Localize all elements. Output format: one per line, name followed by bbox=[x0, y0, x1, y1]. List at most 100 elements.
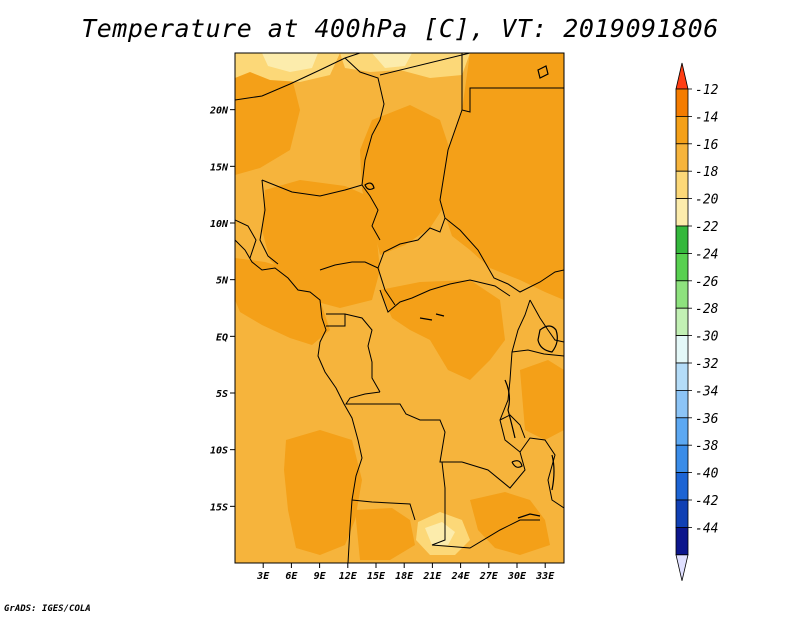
colorbar-top-arrow bbox=[675, 62, 689, 90]
colorbar-label: -26 bbox=[695, 275, 719, 290]
colorbar-label: -14 bbox=[695, 110, 718, 125]
colorbar-swatch bbox=[675, 252, 689, 282]
lon-tick-label: 6E bbox=[285, 571, 298, 582]
colorbar: -12 -14 -16 -18 -20 -22 -24 -26 -28 -30 -32 -34 -36 -… bbox=[675, 62, 719, 581]
colorbar-swatch bbox=[675, 499, 689, 528]
border-zambia-south bbox=[431, 519, 540, 549]
field-band-14-angola-coast bbox=[284, 430, 362, 555]
colorbar-swatch bbox=[675, 335, 689, 364]
border-libya bbox=[379, 53, 471, 76]
border-angola-zambia bbox=[431, 461, 446, 546]
border-lake-tanganyika-south bbox=[499, 414, 526, 439]
colorbar-swatch bbox=[675, 527, 689, 556]
colorbar-label: -30 bbox=[695, 330, 719, 345]
lat-tick-label: 10S bbox=[210, 446, 228, 457]
colorbar-label: -20 bbox=[695, 193, 719, 208]
credit-label: GrADS: IGES/COLA bbox=[4, 604, 91, 614]
colorbar-label: -18 bbox=[695, 165, 719, 180]
colorbar-label: -24 bbox=[695, 247, 718, 262]
lat-tick-label: 15S bbox=[210, 502, 228, 513]
border-chad-east bbox=[377, 109, 463, 306]
lon-tick-label: 24E bbox=[451, 571, 471, 582]
lon-tick-label: 12E bbox=[339, 571, 358, 582]
colorbar-label: -44 bbox=[695, 521, 718, 536]
field-band-14-gulf bbox=[235, 258, 330, 345]
lon-tick-label: 3E bbox=[256, 571, 270, 582]
lake-kariba bbox=[517, 513, 541, 519]
colorbar-swatch bbox=[675, 143, 689, 172]
lat-tick-label: 10N bbox=[210, 219, 229, 230]
temperature-field bbox=[235, 53, 564, 563]
colorbar-label: -42 bbox=[695, 494, 719, 509]
colorbar-swatch bbox=[675, 88, 689, 117]
field-band-14-east bbox=[520, 360, 564, 440]
lakes bbox=[364, 65, 558, 519]
colorbar-bottom-arrow bbox=[675, 554, 689, 581]
lake-victoria bbox=[537, 325, 558, 353]
colorbar-label: -34 bbox=[695, 384, 718, 399]
border-chad-west bbox=[344, 57, 385, 241]
colorbar-label: -38 bbox=[695, 439, 719, 454]
lake-chad bbox=[364, 182, 375, 191]
lake-tanganyika bbox=[504, 379, 516, 439]
field-band-20-north bbox=[262, 53, 318, 72]
border-gabon-congo bbox=[326, 313, 381, 393]
colorbar-label: -40 bbox=[695, 467, 719, 482]
colorbar-swatch bbox=[675, 389, 689, 419]
border-uganda bbox=[529, 299, 564, 343]
colorbar-label: -12 bbox=[695, 83, 719, 98]
colorbar-label: -22 bbox=[695, 220, 719, 235]
border-egypt-sudan bbox=[461, 53, 564, 113]
map-frame bbox=[234, 52, 565, 564]
axis-ticks: 3E 6E 9E 12E 15E 18E 21E 24E 27E 30E 33E 20N 15N 10N 5… bbox=[209, 106, 555, 582]
border-cameroon-north bbox=[319, 261, 379, 271]
colorbar-swatch bbox=[675, 472, 689, 501]
border-niger-nigeria bbox=[261, 179, 363, 197]
lon-tick-label: 18E bbox=[395, 571, 414, 582]
field-band-14-drc bbox=[380, 280, 505, 380]
colorbar-swatch bbox=[675, 362, 689, 391]
field-band-14-south bbox=[355, 508, 415, 560]
border-car-sudan bbox=[444, 217, 564, 293]
border-tanzania-north bbox=[511, 349, 564, 357]
field-band-14-chad bbox=[360, 105, 450, 255]
colorbar-label: -16 bbox=[695, 138, 719, 153]
coastline-west bbox=[235, 239, 363, 563]
colorbar-swatch bbox=[675, 116, 689, 145]
field-band-20-south bbox=[425, 522, 455, 545]
border-malawi bbox=[519, 437, 564, 509]
lake-bangweulu bbox=[511, 460, 523, 468]
colorbar-swatch bbox=[675, 280, 689, 309]
lat-tick-label: 15N bbox=[210, 162, 229, 173]
lon-tick-label: 9E bbox=[314, 571, 327, 582]
lat-tick-label: 20N bbox=[209, 106, 229, 117]
lon-tick-label: 21E bbox=[422, 571, 442, 582]
lon-tick-label: 33E bbox=[535, 571, 555, 582]
colorbar-swatch bbox=[675, 198, 689, 227]
border-angola-namibia bbox=[351, 499, 416, 521]
colorbar-label: -28 bbox=[695, 302, 719, 317]
lon-tick-label: 30E bbox=[507, 571, 527, 582]
border-north-1 bbox=[235, 53, 361, 101]
border-togo bbox=[235, 219, 257, 259]
border-benin bbox=[259, 179, 279, 265]
colorbar-swatch bbox=[675, 444, 689, 474]
border-car-drc bbox=[379, 279, 511, 313]
colorbar-swatch bbox=[675, 170, 689, 199]
colorbar-swatch bbox=[675, 307, 689, 337]
colorbar-swatch bbox=[675, 417, 689, 446]
border-drc-angola bbox=[345, 391, 462, 463]
colorbar-swatch bbox=[675, 225, 689, 254]
lat-tick-label: EQ bbox=[216, 332, 228, 343]
lon-tick-label: 15E bbox=[367, 571, 386, 582]
lat-tick-label: 5N bbox=[216, 276, 229, 287]
political-boundaries bbox=[235, 53, 564, 563]
field-band-20-north-b bbox=[372, 53, 412, 68]
lat-tick-label: 5S bbox=[216, 389, 228, 400]
chart-title: Temperature at 400hPa [C], VT: 201909180… bbox=[81, 14, 719, 43]
colorbar-label: -32 bbox=[695, 357, 719, 372]
colorbar-label: -36 bbox=[695, 412, 719, 427]
river-congo bbox=[419, 313, 445, 321]
field-band-14-zambia bbox=[470, 492, 550, 555]
